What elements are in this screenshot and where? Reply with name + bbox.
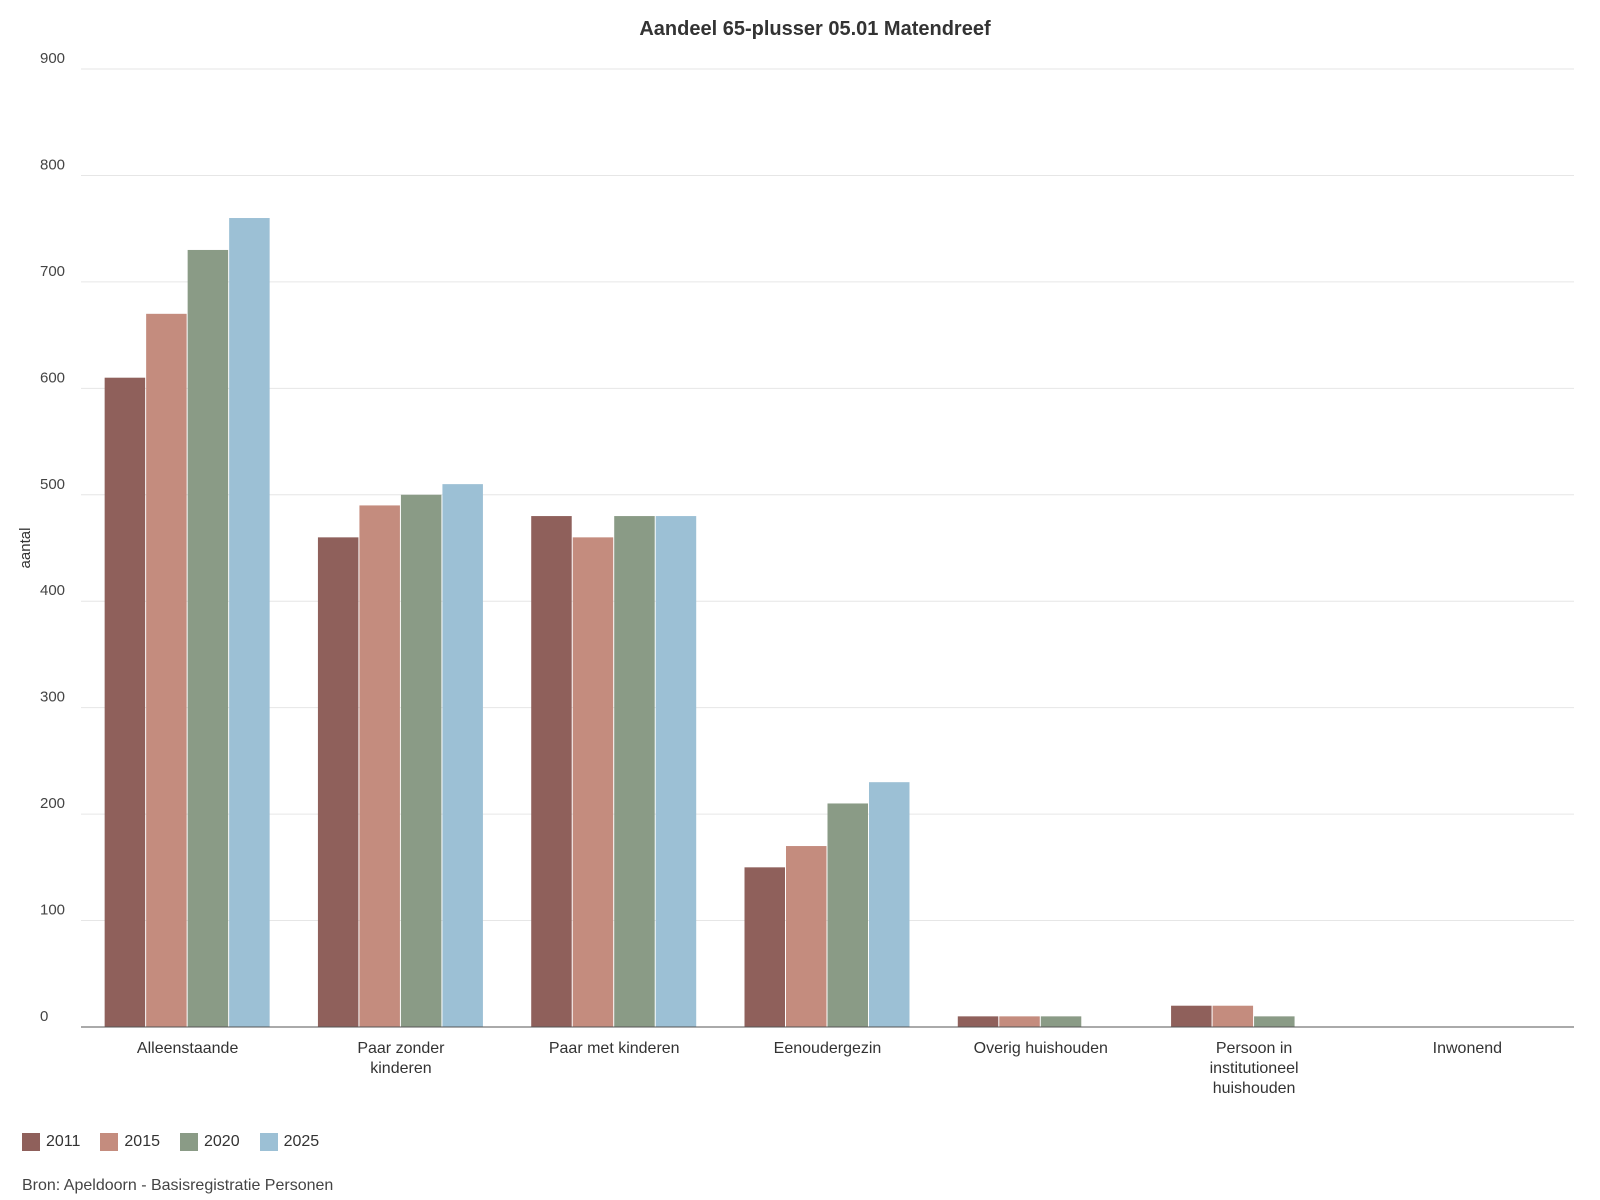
x-tick-label: Eenoudergezin <box>774 1040 882 1057</box>
y-tick-label: 900 <box>40 50 65 67</box>
bar-2020-3 <box>827 803 868 1027</box>
y-tick-label: 400 <box>40 582 65 599</box>
x-tick-line: Eenoudergezin <box>774 1040 882 1057</box>
y-tick-label: 200 <box>40 795 65 812</box>
bar-2020-0 <box>187 249 229 1027</box>
bar-2015-5 <box>1212 1005 1254 1027</box>
legend-label: 2020 <box>204 1133 240 1150</box>
y-tick-label: 0 <box>40 1008 48 1025</box>
bars <box>104 218 1295 1028</box>
x-tick-label: Paar met kinderen <box>549 1040 680 1057</box>
bar-2025-1 <box>442 484 483 1028</box>
legend-label: 2015 <box>124 1133 160 1150</box>
y-tick-label: 700 <box>40 263 65 280</box>
bar-2020-2 <box>614 516 655 1027</box>
bar-2015-4 <box>999 1016 1040 1027</box>
chart-title: Aandeel 65-plusser 05.01 Matendreef <box>639 18 991 40</box>
x-axis-ticks: Alleenstaande Paar zonder kinderen Paar met… <box>137 1040 1502 1097</box>
bar-2015-3 <box>786 846 827 1027</box>
bar-2011-1 <box>317 537 359 1027</box>
y-tick-label: 800 <box>40 156 65 173</box>
bar-2020-4 <box>1040 1016 1082 1027</box>
bar-2025-0 <box>229 218 270 1027</box>
y-tick-label: 500 <box>40 476 65 493</box>
legend: 2011 2015 2020 2025 <box>22 1133 319 1151</box>
x-tick-label: Inwonend <box>1433 1040 1502 1057</box>
x-tick-line: institutioneel <box>1210 1060 1299 1077</box>
y-tick-label: 600 <box>40 369 65 386</box>
x-tick-line: Alleenstaande <box>137 1040 239 1057</box>
legend-item-2015[interactable]: 2015 <box>100 1133 160 1151</box>
gridlines <box>81 68 1574 922</box>
x-tick-label: Overig huishouden <box>974 1040 1108 1057</box>
x-tick-label: Persoon in institutioneel huishouden <box>1210 1040 1299 1097</box>
bar-2015-0 <box>146 313 187 1027</box>
bar-2011-3 <box>744 867 785 1027</box>
x-tick-line: Persoon in <box>1216 1040 1293 1057</box>
legend-swatch <box>180 1133 198 1151</box>
bar-2011-4 <box>957 1016 999 1027</box>
bar-2020-5 <box>1254 1016 1295 1027</box>
bar-2011-2 <box>531 516 572 1027</box>
bar-2015-2 <box>572 537 614 1027</box>
legend-item-2025[interactable]: 2025 <box>259 1133 320 1151</box>
legend-label: 2025 <box>283 1133 320 1150</box>
x-tick-label: Alleenstaande <box>137 1040 239 1057</box>
x-tick-line: kinderen <box>370 1060 431 1077</box>
legend-swatch <box>100 1133 119 1151</box>
legend-label: 2011 <box>46 1133 81 1150</box>
legend-item-2011[interactable]: 2011 <box>22 1133 80 1151</box>
legend-swatch <box>22 1133 40 1151</box>
x-tick-line: Paar zonder <box>357 1040 445 1057</box>
x-tick-label: Paar zonder kinderen <box>357 1040 445 1077</box>
x-tick-line: Overig huishouden <box>974 1040 1108 1057</box>
bar-2011-0 <box>104 377 146 1027</box>
bar-2020-1 <box>400 494 442 1027</box>
y-axis-ticks: 0 100 200 300 400 500 600 700 800 900 <box>40 50 65 1025</box>
y-tick-label: 100 <box>40 902 65 919</box>
source-note: Bron: Apeldoorn - Basisregistratie Perso… <box>22 1177 334 1194</box>
x-tick-line: Paar met kinderen <box>549 1040 680 1057</box>
y-axis-label: aantal <box>17 528 34 569</box>
bar-2011-5 <box>1171 1005 1212 1027</box>
legend-item-2020[interactable]: 2020 <box>180 1133 240 1151</box>
bar-2025-2 <box>655 516 697 1027</box>
x-tick-line: huishouden <box>1213 1080 1296 1097</box>
y-tick-label: 300 <box>40 689 65 706</box>
x-tick-line: Inwonend <box>1433 1040 1502 1057</box>
legend-swatch <box>259 1133 278 1151</box>
bar-2015-1 <box>359 505 400 1027</box>
bar-2025-3 <box>869 782 910 1027</box>
